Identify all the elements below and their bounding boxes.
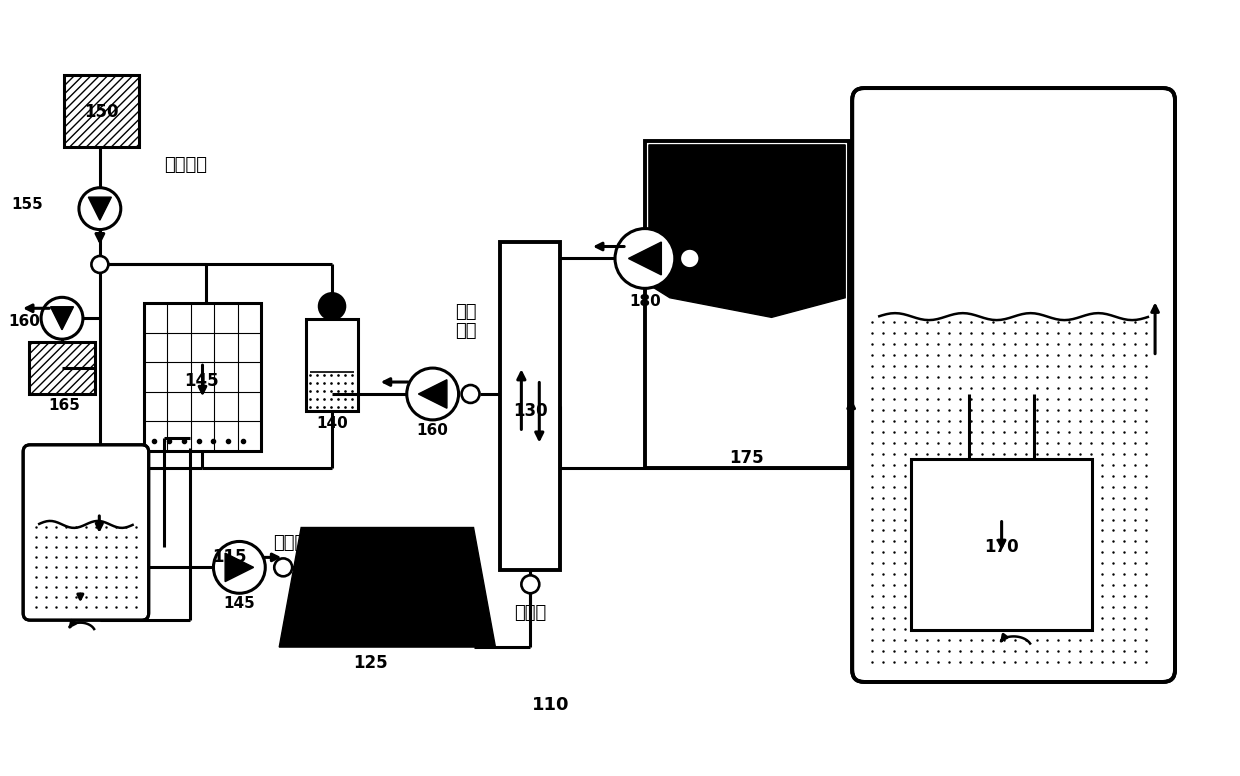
Bar [911,459,1092,630]
Circle shape [274,559,293,577]
Circle shape [615,229,675,289]
Bar [64,75,139,147]
Text: 170: 170 [985,539,1019,556]
Text: 125: 125 [353,654,388,672]
Text: 透析
液出: 透析 液出 [455,303,477,340]
Text: 175: 175 [729,449,764,466]
Polygon shape [88,197,112,220]
Bar [29,342,95,394]
FancyBboxPatch shape [852,88,1176,682]
Circle shape [461,385,480,403]
FancyBboxPatch shape [24,445,149,620]
Bar [144,303,262,451]
Bar [501,241,560,570]
Polygon shape [226,553,254,581]
Text: 145: 145 [223,596,255,611]
Text: 165: 165 [48,398,79,414]
Circle shape [680,248,699,268]
Text: 180: 180 [629,294,661,309]
Text: 130: 130 [513,402,548,420]
Text: 150: 150 [84,103,119,121]
Text: 115: 115 [212,548,247,566]
Text: 145: 145 [185,372,218,390]
Bar [306,319,358,411]
Polygon shape [279,528,496,647]
Polygon shape [418,379,446,408]
Circle shape [319,293,345,319]
Bar [645,141,849,468]
Text: 110: 110 [532,696,569,714]
Text: 160: 160 [9,314,40,329]
Circle shape [407,368,459,420]
Text: 155: 155 [11,197,43,212]
Polygon shape [629,242,661,275]
Text: 吸附筒出: 吸附筒出 [164,156,207,174]
Polygon shape [51,307,73,330]
Text: 160: 160 [417,424,449,438]
Circle shape [521,575,539,594]
Text: 140: 140 [316,417,348,431]
Circle shape [79,188,120,230]
Text: 透析液进: 透析液进 [273,535,316,553]
Circle shape [41,297,83,339]
Text: 血液出: 血液出 [515,605,547,622]
Circle shape [92,256,108,273]
Text: 血液进: 血液进 [694,223,727,241]
Circle shape [213,542,265,594]
Polygon shape [649,145,846,317]
